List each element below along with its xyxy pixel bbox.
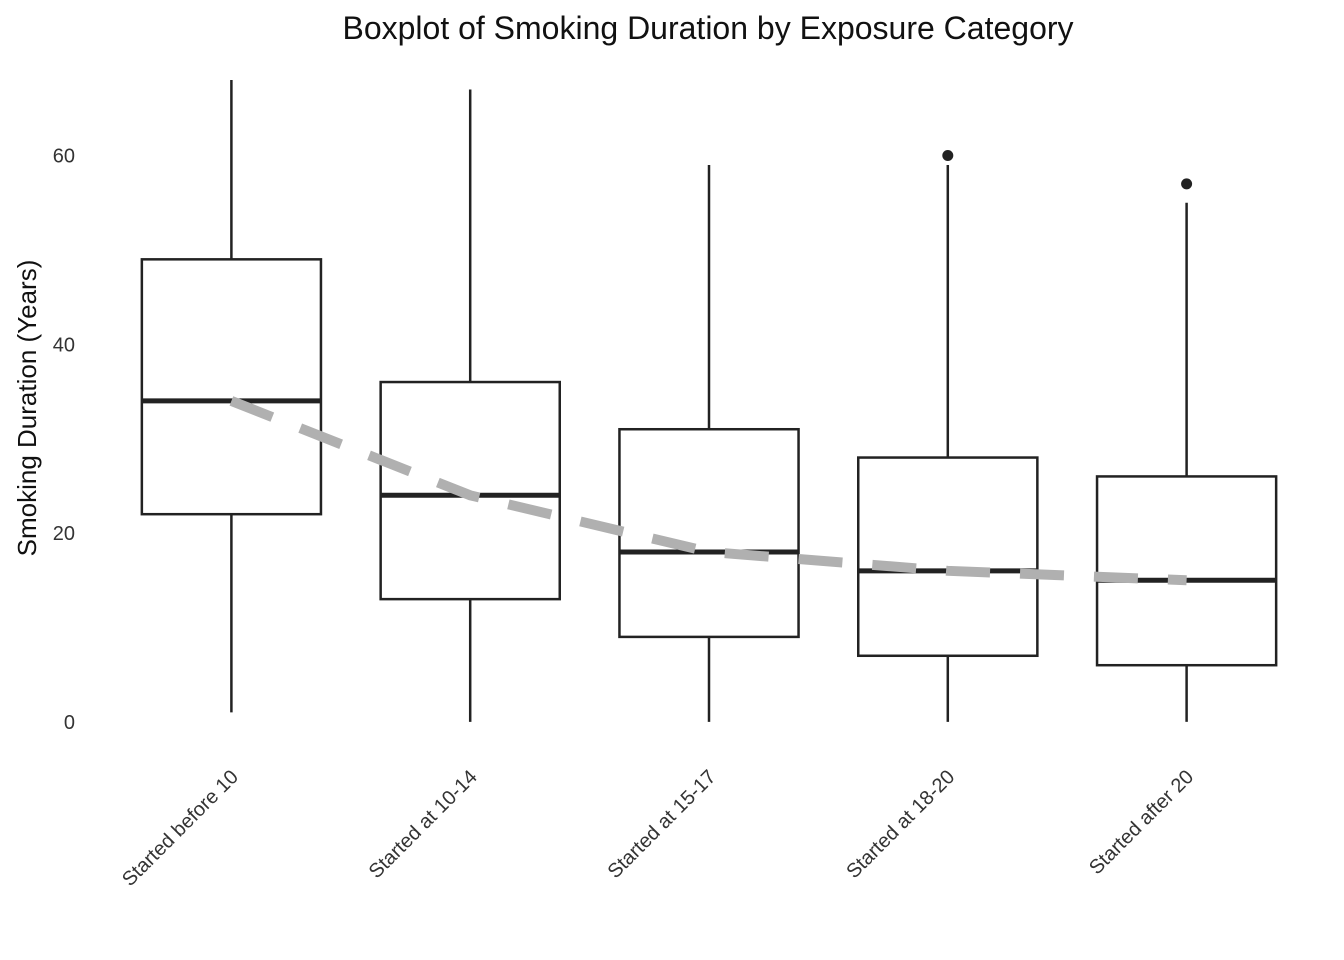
x-axis-ticks: Started before 10 Started at 10-14 Started…	[118, 766, 1198, 891]
y-tick-label: 60	[53, 146, 75, 168]
chart-title: Boxplot of Smoking Duration by Exposure …	[342, 10, 1073, 46]
trend-line-group	[229, 396, 1187, 586]
x-tick-label: Started after 20	[1085, 766, 1198, 879]
x-tick-label: Started at 18-20	[842, 766, 959, 883]
y-tick-label: 40	[53, 334, 75, 356]
box-iqr	[1095, 475, 1278, 667]
x-tick-label: Started at 15-17	[604, 766, 721, 883]
outlier-point	[942, 150, 954, 162]
box-iqr	[857, 456, 1039, 658]
y-axis-ticks: 0 20 40 60	[53, 146, 75, 734]
y-axis-label: Smoking Duration (Years)	[12, 260, 42, 557]
x-tick-label: Started at 10-14	[365, 766, 482, 883]
x-tick-label: Started before 10	[118, 766, 243, 891]
box-iqr	[140, 258, 323, 516]
box-5	[1095, 178, 1278, 722]
trend-line	[229, 396, 1187, 586]
box-iqr	[379, 380, 561, 601]
box-3	[618, 164, 800, 722]
box-1	[140, 80, 323, 713]
box-4	[857, 150, 1039, 722]
y-tick-label: 0	[64, 712, 75, 734]
box-iqr	[618, 427, 800, 639]
y-tick-label: 20	[53, 523, 75, 545]
box-2	[379, 89, 561, 722]
box-group	[140, 80, 1278, 722]
outlier-point	[1181, 178, 1193, 190]
